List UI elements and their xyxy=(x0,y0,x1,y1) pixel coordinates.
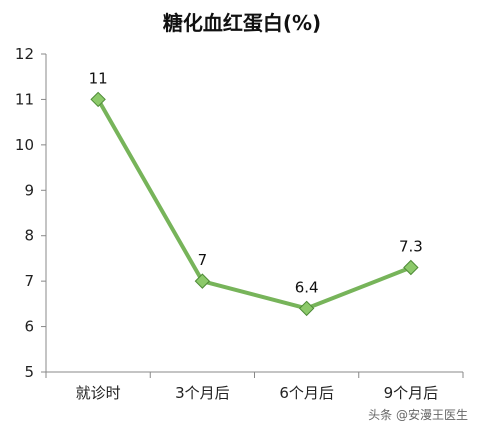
y-axis: 5 6 7 8 9 10 11 12 xyxy=(15,45,47,381)
y-tick-label: 8 xyxy=(24,227,34,245)
series-line xyxy=(96,97,413,311)
data-label: 7 xyxy=(198,251,208,269)
data-label: 11 xyxy=(89,69,108,87)
x-tick-label: 9个月后 xyxy=(384,384,439,402)
data-point-marker xyxy=(298,300,315,317)
series-line-group xyxy=(90,91,419,317)
data-point-marker xyxy=(403,259,419,276)
data-label: 6.4 xyxy=(295,278,319,296)
y-tick-label: 10 xyxy=(15,136,34,154)
y-tick-label: 9 xyxy=(24,181,34,199)
y-tick-label: 11 xyxy=(15,90,34,108)
data-point-marker xyxy=(90,91,106,108)
x-tick-label: 就诊时 xyxy=(76,384,121,402)
x-axis: 就诊时 3个月后 6个月后 9个月后 xyxy=(45,371,464,402)
x-tick-label: 6个月后 xyxy=(279,384,334,402)
watermark: 头条 @安漫王医生 xyxy=(368,407,468,422)
y-tick-label: 6 xyxy=(24,318,34,336)
y-tick-label: 7 xyxy=(24,272,34,290)
chart-title: 糖化血红蛋白(%) xyxy=(163,11,321,35)
data-labels: 11 7 6.4 7.3 xyxy=(89,69,423,296)
x-tick-label: 3个月后 xyxy=(175,384,230,402)
data-label: 7.3 xyxy=(399,238,423,256)
y-tick-label: 5 xyxy=(24,363,34,381)
data-point-marker xyxy=(194,273,211,289)
y-tick-label: 12 xyxy=(15,45,34,63)
